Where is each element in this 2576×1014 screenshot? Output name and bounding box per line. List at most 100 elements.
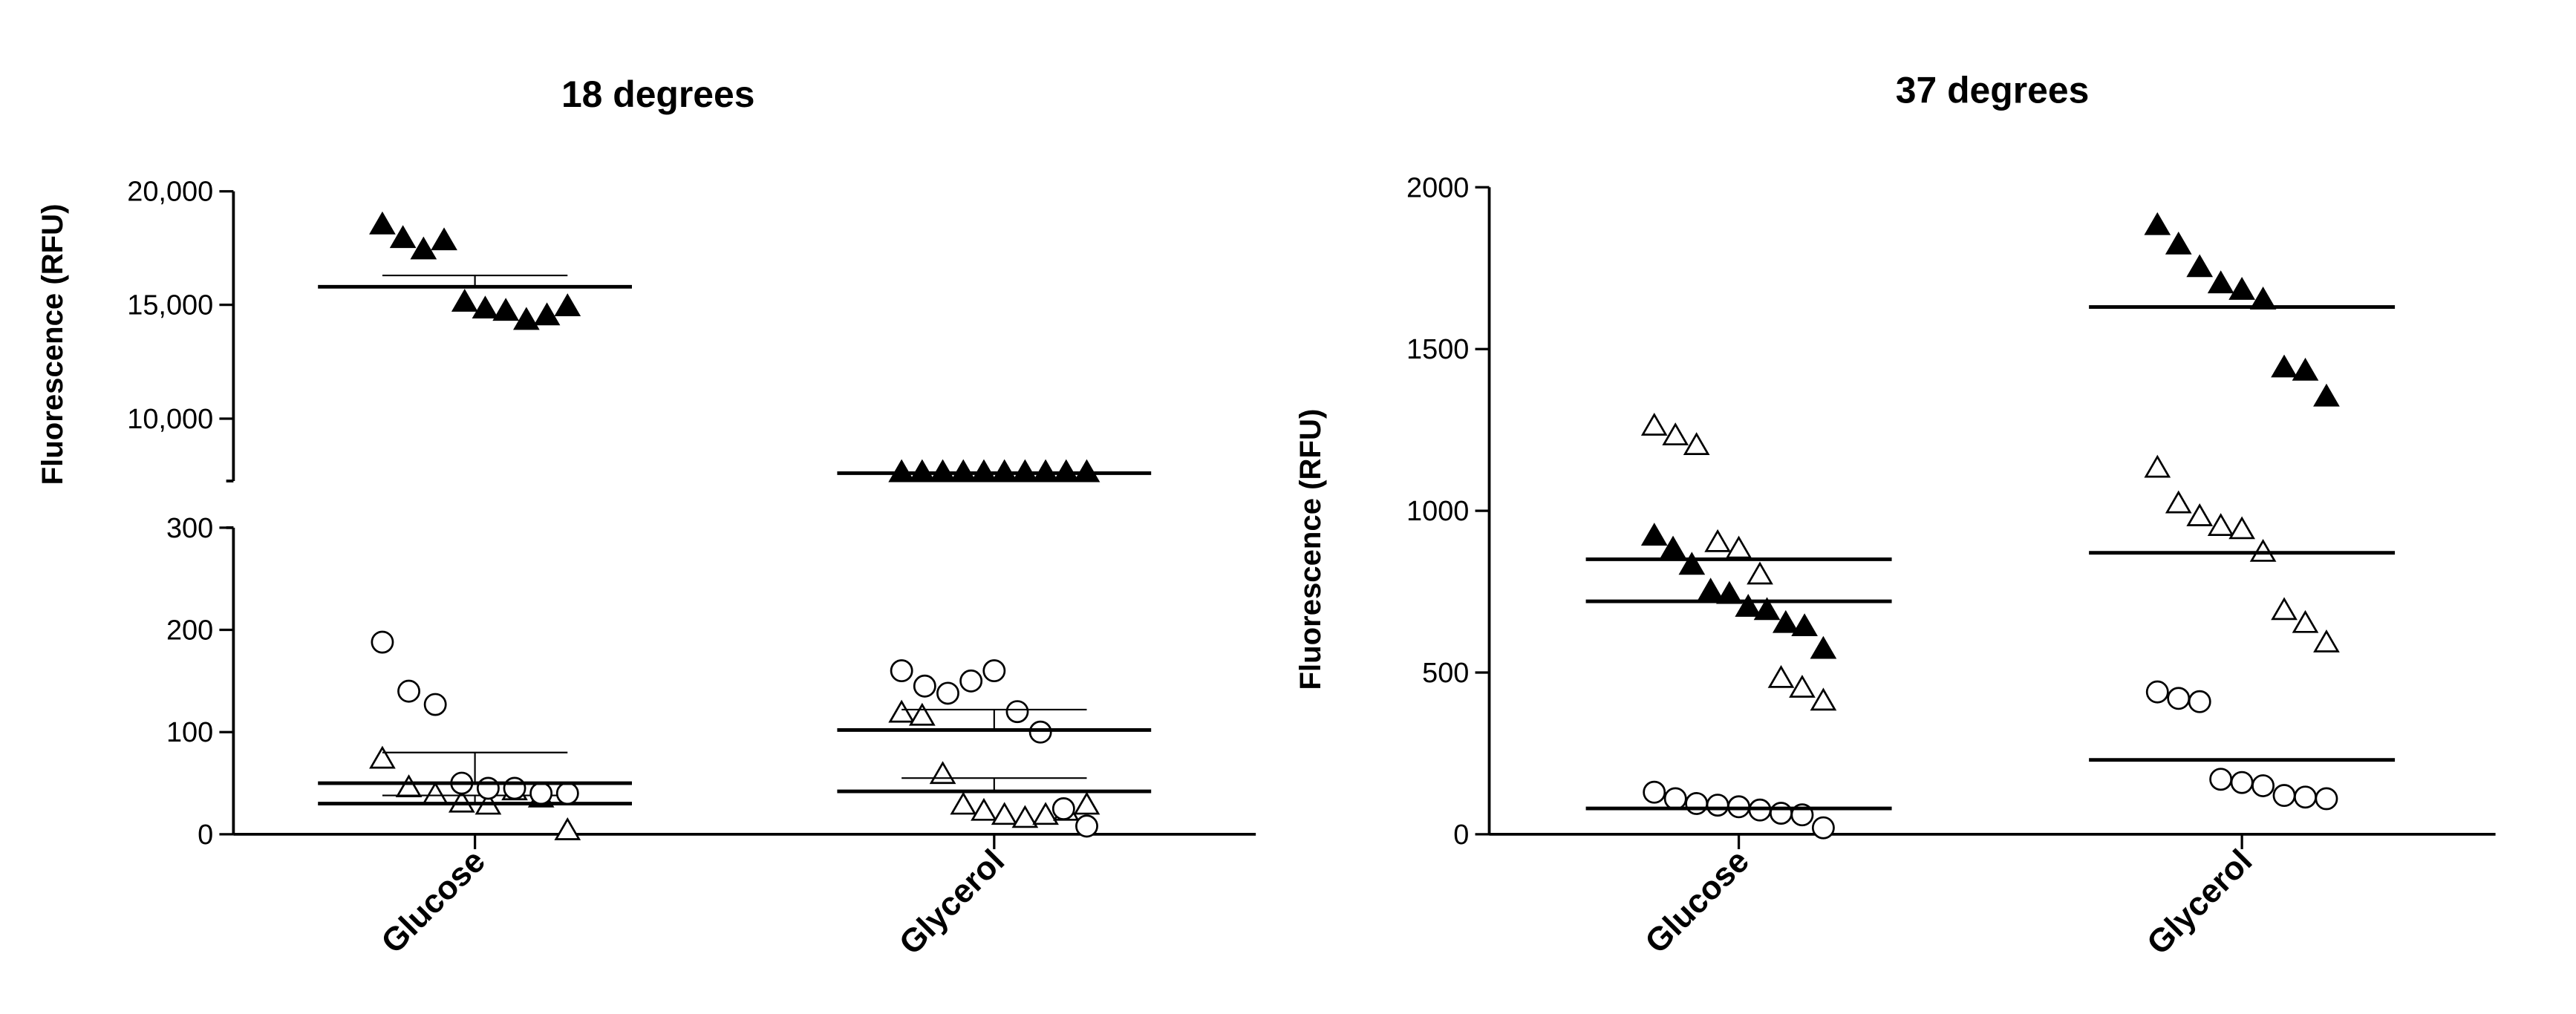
point-18-glycerol-filled-triangle-5 [991,459,1018,483]
ytick-label-37-1500: 1500 [1406,334,1469,365]
point-37-glycerol-open-circle-7 [2294,785,2317,809]
point-18-glycerol-filled-triangle-8 [1052,459,1080,483]
ytick-label-37-2000: 2000 [1406,172,1469,203]
point-18-glucose-filled-triangle-1 [389,225,417,249]
ytick-label-15000: 15,000 [127,290,213,321]
point-37-glycerol-open-circle-0 [2145,680,2169,704]
point-18-glucose-filled-triangle-5 [472,295,499,319]
point-37-glucose-open-triangle-2 [1683,432,1710,455]
point-37-glucose-filled-triangle-3 [1697,578,1724,601]
point-18-glycerol-open-circle-7 [1051,797,1075,820]
chart-37-degrees: 37 degrees Fluorescence (RFU) 0 500 1000 1500… [1294,69,2496,962]
point-18-glycerol-open-triangle-1 [909,702,936,726]
point-18-glycerol-filled-triangle-1 [909,459,936,483]
point-37-glucose-filled-triangle-0 [1640,523,1668,546]
point-18-glucose-filled-triangle-6 [492,298,520,321]
point-18-glycerol-open-triangle-0 [888,699,916,723]
point-37-glucose-filled-triangle-5 [1735,594,1762,617]
point-18-glycerol-open-triangle-3 [950,791,977,815]
point-37-glucose-filled-triangle-7 [1772,609,1799,633]
point-37-glucose-filled-triangle-1 [1660,535,1686,559]
point-37-glycerol-open-triangle-4 [2228,516,2255,540]
point-37-glucose-open-circle-3 [1706,794,1729,817]
point-37-glucose-filled-triangle-6 [1753,597,1781,621]
point-37-glycerol-open-circle-5 [2251,774,2275,797]
point-18-glycerol-open-circle-1 [913,674,936,698]
point-37-glycerol-open-circle-8 [2315,787,2338,811]
point-37-glycerol-open-triangle-5 [2249,538,2277,562]
point-37-glucose-filled-triangle-9 [1810,635,1837,659]
xtick-label-glycerol: Glycerol [893,843,1011,961]
point-37-glycerol-open-triangle-2 [2186,503,2214,526]
point-37-glycerol-open-circle-3 [2209,768,2233,791]
point-18-glycerol-filled-triangle-7 [1032,459,1059,483]
point-37-glycerol-filled-triangle-8 [2313,383,2340,407]
ytick-label-300: 300 [166,513,213,544]
ytick-label-37-500: 500 [1422,658,1469,689]
point-37-glycerol-filled-triangle-0 [2144,212,2171,235]
chart-37-ylabel: Fluorescence (RFU) [1294,409,1327,690]
ytick-label-10000: 10,000 [127,404,213,435]
point-18-glucose-open-triangle-0 [369,745,396,769]
point-37-glucose-open-triangle-6 [1767,664,1795,688]
point-37-glucose-open-triangle-1 [1662,422,1689,445]
point-37-glucose-open-triangle-7 [1789,675,1816,698]
point-37-glycerol-open-triangle-0 [2144,454,2171,478]
point-18-glycerol-open-triangle-6 [1011,805,1039,828]
point-37-glycerol-open-triangle-3 [2207,513,2234,536]
point-18-glycerol-open-triangle-7 [1032,802,1059,825]
point-18-glycerol-filled-triangle-3 [950,459,977,483]
point-18-glycerol-open-triangle-2 [929,761,956,785]
point-37-glycerol-open-triangle-7 [2292,609,2319,633]
point-18-glycerol-open-circle-3 [959,669,983,693]
point-37-glucose-open-triangle-8 [1810,687,1837,711]
point-37-glycerol-filled-triangle-2 [2186,254,2214,278]
point-37-glucose-filled-triangle-8 [1791,613,1818,637]
point-18-glucose-filled-triangle-2 [410,236,437,260]
point-18-glucose-open-circle-7 [555,782,579,805]
point-37-glycerol-open-triangle-6 [2271,597,2298,621]
point-18-glucose-filled-triangle-0 [369,211,396,235]
point-18-glycerol-open-circle-2 [936,681,959,705]
point-37-glycerol-open-circle-2 [2188,690,2211,713]
point-18-glucose-open-circle-5 [503,776,526,800]
point-18-glucose-open-circle-0 [371,630,394,654]
point-18-glucose-filled-triangle-3 [431,227,457,251]
point-18-glucose-open-triangle-3 [448,789,475,813]
point-37-glucose-open-triangle-3 [1704,529,1731,552]
point-18-glucose-open-circle-2 [423,693,447,716]
ytick-label-0: 0 [198,820,213,851]
point-18-glucose-filled-triangle-8 [533,302,561,326]
point-18-glucose-filled-triangle-7 [513,307,540,330]
point-18-glycerol-open-triangle-9 [1073,791,1100,815]
point-18-glucose-open-circle-1 [397,679,420,703]
point-37-glycerol-filled-triangle-7 [2292,357,2319,381]
chart-18-degrees: 18 degrees Fluorescence (RFU) 20,000 15,… [36,73,1256,962]
chart-18-ylabel: Fluorescence (RFU) [36,204,69,485]
point-18-glycerol-filled-triangle-4 [971,459,997,483]
point-37-glucose-open-circle-6 [1770,802,1793,825]
point-18-glucose-filled-triangle-4 [451,289,478,312]
point-18-glycerol-open-circle-5 [1005,700,1029,724]
point-37-glycerol-filled-triangle-1 [2165,231,2192,255]
point-18-glucose-open-triangle-2 [422,781,449,805]
point-37-glucose-open-triangle-4 [1725,535,1752,559]
chart-18-marks [318,211,1152,840]
xtick-label-glucose: Glucose [374,843,492,961]
point-37-glucose-filled-triangle-2 [1678,552,1706,575]
point-18-glycerol-open-circle-4 [982,659,1006,683]
point-18-glucose-open-circle-4 [476,776,500,800]
point-37-glycerol-open-circle-4 [2230,771,2254,794]
point-18-glycerol-filled-triangle-9 [1073,459,1100,483]
point-37-glucose-open-circle-1 [1663,787,1687,811]
point-18-glucose-open-triangle-1 [395,774,423,797]
point-18-glycerol-filled-triangle-0 [888,459,916,483]
point-37-glucose-open-triangle-0 [1640,413,1668,436]
point-18-glucose-open-triangle-7 [554,817,581,840]
point-18-glycerol-open-triangle-5 [991,802,1018,825]
point-37-glucose-open-triangle-5 [1747,561,1773,585]
point-18-glycerol-open-circle-0 [890,659,913,683]
point-18-glycerol-filled-triangle-6 [1011,459,1039,483]
point-18-glycerol-open-circle-8 [1075,814,1098,838]
